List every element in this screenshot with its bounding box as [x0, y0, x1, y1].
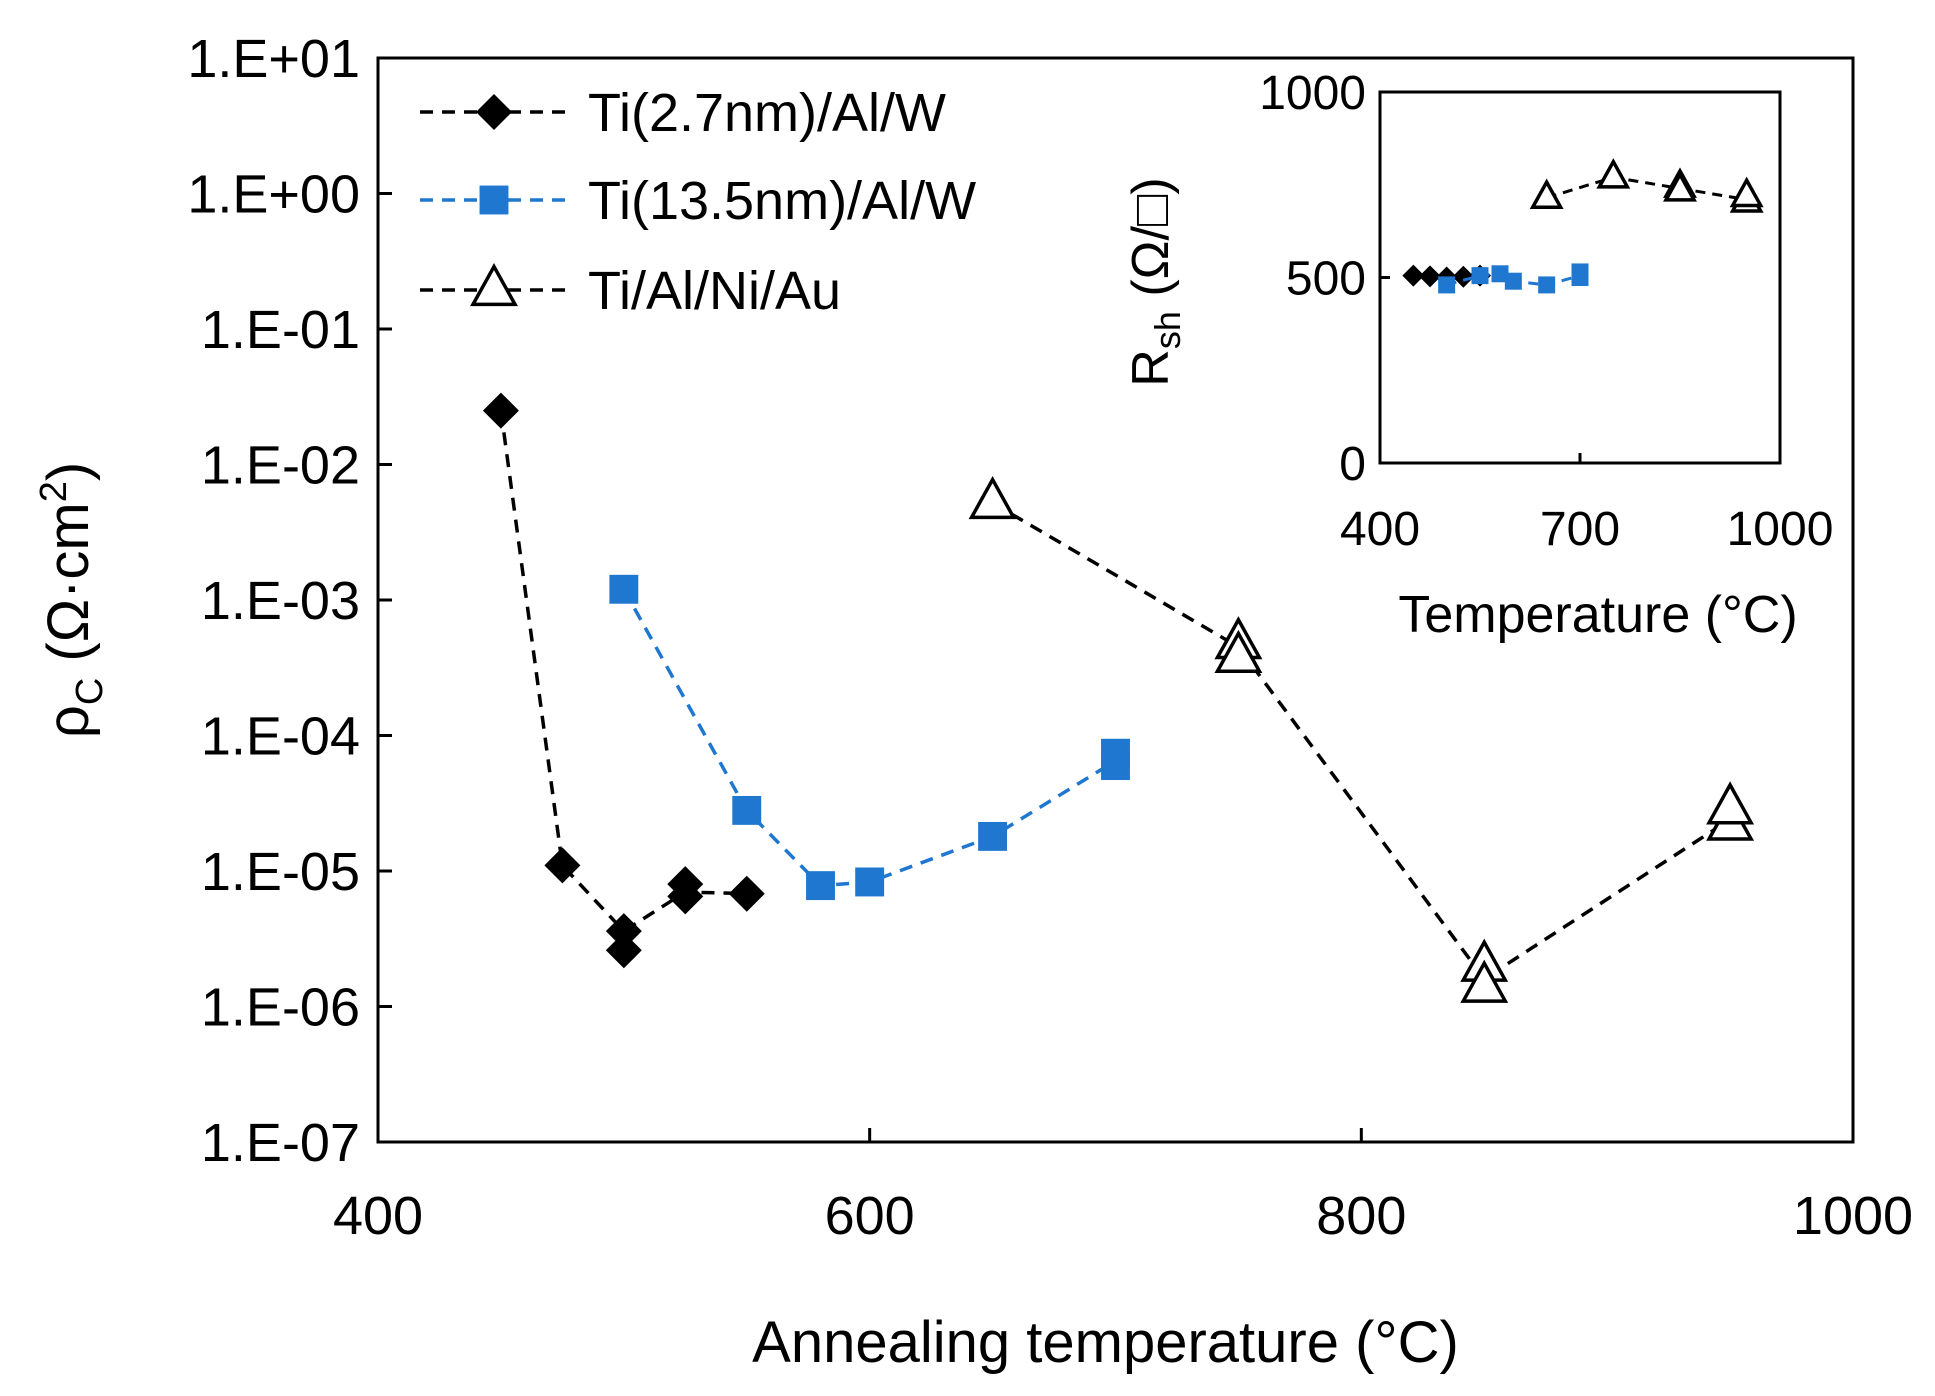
inset-data-point [1596, 158, 1631, 189]
y-tick-label: 1.E-05 [201, 842, 360, 902]
legend: Ti(2.7nm)/Al/W Ti(13.5nm)/Al/W Ti/Al/Ni/Au [420, 83, 976, 321]
inset-chart: 0 500 1000 400 700 1000 Temperature (°C) Rsh (Ω… [1122, 67, 1833, 644]
data-point [605, 932, 642, 969]
series-line [991, 501, 1732, 982]
data-point [732, 795, 762, 825]
data-point [609, 574, 639, 604]
legend-marker [476, 94, 512, 130]
inset-data-point [1571, 263, 1589, 281]
data-point [978, 821, 1008, 851]
inset-series-line [1546, 175, 1747, 202]
inset-x-tick-label: 400 [1340, 503, 1420, 556]
y-axis-title-units-close: ) [36, 462, 101, 481]
data-point [482, 392, 519, 429]
inset-data-point [1452, 265, 1475, 288]
inset-x-tick-label: 700 [1540, 503, 1620, 556]
legend-label: Ti(2.7nm)/Al/W [588, 83, 946, 143]
y-axis-title-units: (Ω·cm [36, 502, 101, 677]
inset-y-axis-title-symbol: R [1122, 349, 1180, 387]
series-line [499, 410, 747, 934]
inset-data-point [1402, 264, 1425, 287]
y-tick-label: 1.E-01 [201, 300, 360, 360]
data-point [968, 475, 1017, 520]
data-point [605, 913, 642, 950]
y-tick-label: 1.E-02 [201, 436, 360, 496]
data-point [728, 875, 765, 912]
data-point [1460, 959, 1509, 1003]
x-tick-label: 1000 [1793, 1186, 1913, 1246]
data-point [806, 871, 835, 901]
inset-data-point [1729, 176, 1764, 208]
data-point [1214, 629, 1263, 674]
x-axis-title: Annealing temperature (°C) [752, 1310, 1459, 1375]
data-point [1101, 738, 1130, 768]
data-point [855, 867, 885, 897]
series-2 [609, 574, 1130, 901]
inset-data-point [1538, 276, 1556, 294]
inset-data-point [1471, 267, 1489, 285]
y-axis-title-subscript: C [69, 678, 111, 705]
y-axis-title-symbol: ρ [36, 705, 101, 738]
data-point [1706, 781, 1755, 825]
y-axis-title-superscript: 2 [33, 481, 75, 502]
inset-y-axis-title-units: (Ω/□) [1122, 177, 1180, 311]
legend-marker [479, 185, 509, 215]
inset-y-tick-label: 0 [1339, 438, 1366, 491]
y-tick-label: 1.E-06 [201, 978, 360, 1038]
inset-y-tick-label: 500 [1286, 253, 1366, 306]
legend-label: Ti(13.5nm)/Al/W [588, 171, 976, 231]
inset-data-point [1491, 265, 1509, 283]
data-point [667, 866, 704, 903]
y-tick-label: 1.E-04 [201, 707, 360, 767]
inset-data-point [1438, 276, 1456, 294]
inset-data-point [1504, 272, 1522, 290]
series-line [622, 588, 1117, 888]
inset-data-point [1529, 178, 1564, 210]
inset-x-tick-label: 1000 [1727, 503, 1834, 556]
inset-y-axis-title: Rsh (Ω/□) [1122, 177, 1188, 386]
inset-y-axis-title-subscript: sh [1147, 311, 1188, 349]
y-tick-label: 1.E-03 [201, 571, 360, 631]
series-1 [482, 392, 765, 969]
inset-series-2 [1438, 263, 1589, 294]
x-tick-label: 600 [825, 1186, 915, 1246]
inset-data-point [1419, 265, 1441, 288]
series-3 [968, 475, 1755, 1003]
data-point [544, 847, 581, 884]
y-tick-label: 1.E+00 [187, 165, 360, 225]
x-tick-label: 800 [1316, 1186, 1406, 1246]
inset-y-tick-label: 1000 [1259, 67, 1366, 120]
y-tick-label: 1.E-07 [201, 1113, 360, 1173]
legend-label: Ti/Al/Ni/Au [588, 261, 841, 321]
inset-x-axis-title: Temperature (°C) [1398, 586, 1797, 644]
y-tick-label: 1.E+01 [187, 29, 360, 89]
legend-marker [470, 262, 518, 307]
inset-data-point [1663, 171, 1697, 202]
x-tick-label: 400 [333, 1186, 423, 1246]
y-axis-title: ρC (Ω·cm2) [33, 462, 111, 738]
inset-series-3 [1529, 158, 1764, 213]
